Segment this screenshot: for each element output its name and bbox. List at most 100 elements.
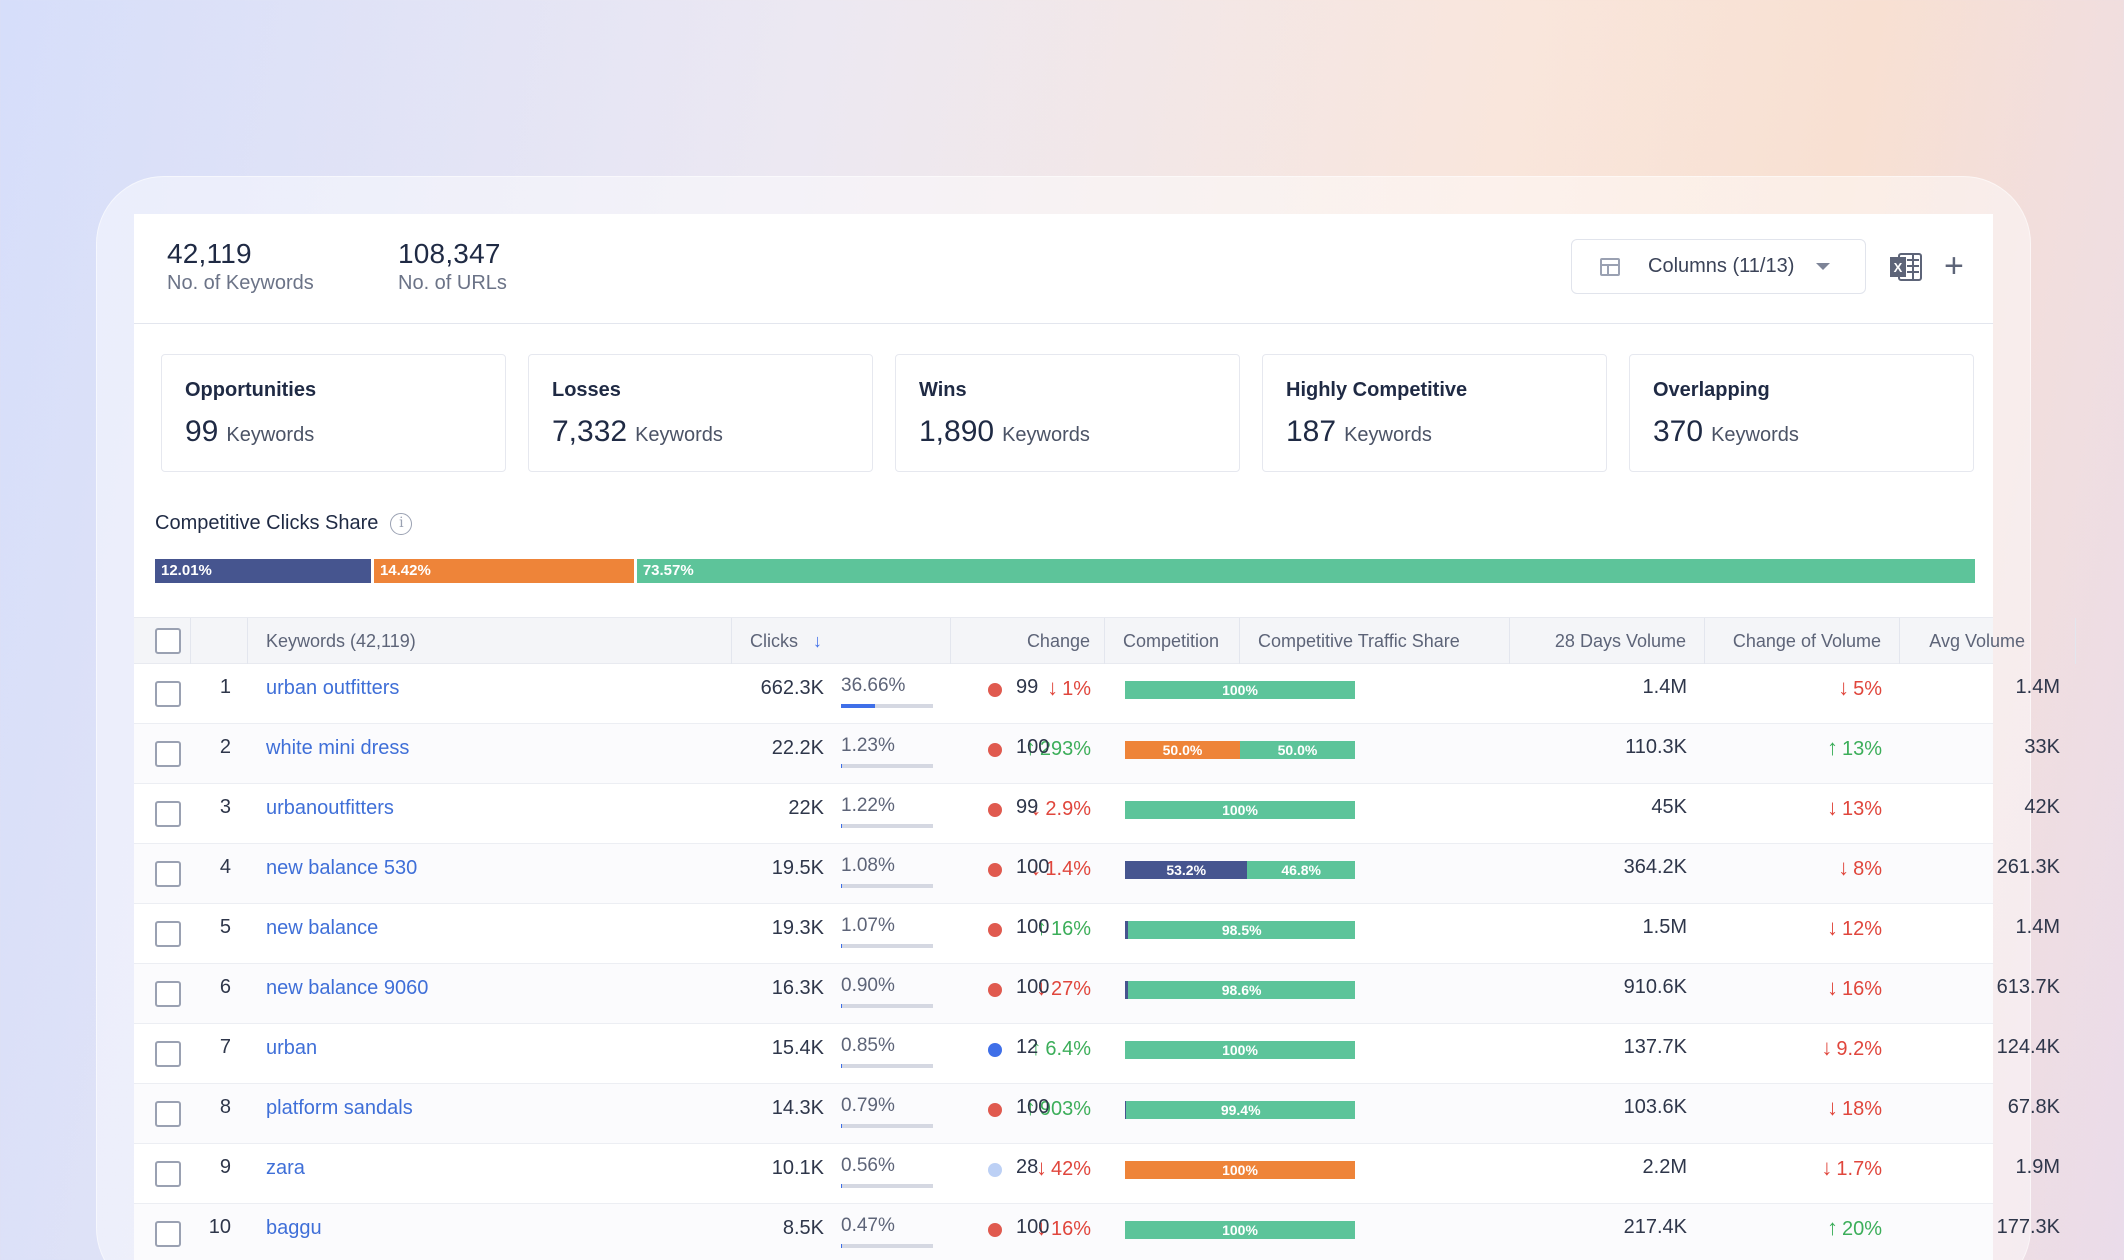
- clicks-value: 22.2K: [771, 737, 824, 759]
- card-losses[interactable]: Losses 7,332 Keywords: [528, 354, 873, 472]
- sort-down-icon[interactable]: ↓: [813, 631, 823, 651]
- row-index: 9: [219, 1156, 231, 1178]
- arrow-down-icon: ↓: [1838, 855, 1850, 880]
- keyword-link[interactable]: baggu: [266, 1217, 322, 1239]
- header-avg-volume[interactable]: Avg Volume: [1900, 618, 2076, 664]
- row-checkbox[interactable]: [155, 1041, 181, 1067]
- summary-bar: 42,119 No. of Keywords 108,347 No. of UR…: [134, 214, 1993, 324]
- change-volume-value: 12%: [1841, 918, 1882, 940]
- row-checkbox[interactable]: [155, 921, 181, 947]
- keyword-link[interactable]: white mini dress: [266, 737, 410, 759]
- clicks-share-percent: 1.08%: [841, 855, 895, 876]
- traffic-share-bar: 100%: [1125, 801, 1355, 819]
- change-volume-value: 1.7%: [1836, 1158, 1882, 1180]
- row-checkbox[interactable]: [155, 861, 181, 887]
- arrow-down-icon: ↓: [1826, 975, 1838, 1000]
- keyword-link[interactable]: new balance 9060: [266, 977, 429, 999]
- change-value: 293%: [1039, 738, 1091, 760]
- row-checkbox[interactable]: [155, 981, 181, 1007]
- row-checkbox[interactable]: [155, 1221, 181, 1247]
- header-keywords[interactable]: Keywords (42,119): [248, 618, 732, 664]
- keyword-link[interactable]: urbanoutfitters: [266, 797, 394, 819]
- change-volume-value: 20%: [1841, 1218, 1882, 1240]
- clicks-share-minibar: [841, 1124, 933, 1128]
- change-volume-cell: ↓ 16%: [1705, 964, 1882, 1024]
- row-checkbox[interactable]: [155, 681, 181, 707]
- traffic-share-segment: 50.0%: [1125, 741, 1240, 759]
- competition-dot-icon: [988, 1103, 1002, 1117]
- header-change-of-volume[interactable]: Change of Volume: [1705, 618, 1900, 664]
- card-unit: Keywords: [226, 424, 315, 446]
- table-row[interactable]: 9 zara 10.1K 0.56% ↓ 42% 28 100% 2.2M ↓ 1.7% 1.9M: [134, 1144, 2060, 1204]
- table-row[interactable]: 10 baggu 8.5K 0.47% ↓ 16% 100 100% 217.4K ↑ 20% 177…: [134, 1204, 2060, 1260]
- keyword-link[interactable]: platform sandals: [266, 1097, 413, 1119]
- clicks-value: 8.5K: [782, 1217, 824, 1239]
- keyword-link[interactable]: new balance: [266, 917, 379, 939]
- keyword-link[interactable]: urban: [266, 1037, 318, 1059]
- table-row[interactable]: 4 new balance 530 19.5K 1.08% ↓ 1.4% 100 53.2% 4…: [134, 844, 2060, 904]
- change-cell: ↓ 1.4%: [951, 844, 1091, 904]
- arrow-up-icon: ↑: [1826, 1215, 1838, 1240]
- competition-dot-icon: [988, 923, 1002, 937]
- header-competition[interactable]: Competition: [1105, 618, 1240, 664]
- volume-28-value: 103.6K: [1623, 1096, 1687, 1118]
- table-row[interactable]: 1 urban outfitters 662.3K 36.66% ↓ 1% 99 100% 1.…: [134, 664, 2060, 724]
- card-overlapping[interactable]: Overlapping 370 Keywords: [1629, 354, 1974, 472]
- change-cell: ↓ 16%: [951, 1204, 1091, 1260]
- share-segment: 73.57%: [636, 559, 1978, 583]
- card-wins[interactable]: Wins 1,890 Keywords: [895, 354, 1240, 472]
- avg-volume-value: 33K: [2024, 736, 2060, 758]
- change-cell: ↓ 2.9%: [951, 784, 1091, 844]
- avg-volume-value: 1.4M: [2015, 676, 2060, 698]
- volume-28-value: 1.4M: [1642, 676, 1687, 698]
- row-checkbox[interactable]: [155, 741, 181, 767]
- row-checkbox[interactable]: [155, 1101, 181, 1127]
- traffic-share-segment: 100%: [1125, 801, 1355, 819]
- traffic-share-segment: 50.0%: [1240, 741, 1355, 759]
- volume-28-value: 137.7K: [1623, 1036, 1687, 1058]
- clicks-value: 662.3K: [760, 677, 824, 699]
- keyword-link[interactable]: new balance 530: [266, 857, 418, 879]
- arrow-up-icon: ↑: [1035, 915, 1047, 940]
- table-row[interactable]: 7 urban 15.4K 0.85% ↑ 6.4% 12 100% 137.7K ↓ 9.2% 12…: [134, 1024, 2060, 1084]
- row-index: 5: [219, 916, 231, 938]
- change-cell: ↑ 16%: [951, 904, 1091, 964]
- volume-28-value: 45K: [1651, 796, 1687, 818]
- card-title: Overlapping: [1653, 379, 1770, 401]
- change-cell: ↑ 293%: [951, 724, 1091, 784]
- table-row[interactable]: 2 white mini dress 22.2K 1.23% ↑ 293% 100 50.0%…: [134, 724, 2060, 784]
- table-row[interactable]: 8 platform sandals 14.3K 0.79% ↑ 903% 100 99.4%…: [134, 1084, 2060, 1144]
- add-icon[interactable]: +: [1944, 247, 1964, 285]
- header-change[interactable]: Change: [951, 618, 1105, 664]
- excel-export-icon[interactable]: X: [1889, 251, 1923, 283]
- table-row[interactable]: 3 urbanoutfitters 22K 1.22% ↓ 2.9% 99 100% 45K ↓ 1…: [134, 784, 2060, 844]
- info-icon[interactable]: i: [390, 512, 413, 535]
- svg-text:X: X: [1894, 260, 1903, 275]
- change-volume-value: 13%: [1841, 738, 1882, 760]
- row-checkbox[interactable]: [155, 801, 181, 827]
- competition-dot-icon: [988, 1223, 1002, 1237]
- card-opportunities[interactable]: Opportunities 99 Keywords: [161, 354, 506, 472]
- change-value: 42%: [1050, 1158, 1091, 1180]
- traffic-share-bar: 100%: [1125, 1221, 1355, 1239]
- header-28-days-volume[interactable]: 28 Days Volume: [1510, 618, 1705, 664]
- change-value: 1%: [1062, 678, 1091, 700]
- arrow-down-icon: ↓: [1821, 1035, 1833, 1060]
- card-highly-competitive[interactable]: Highly Competitive 187 Keywords: [1262, 354, 1607, 472]
- keyword-link[interactable]: urban outfitters: [266, 677, 400, 699]
- minibar-fill: [841, 1124, 842, 1128]
- avg-volume-value: 177.3K: [1996, 1216, 2060, 1238]
- columns-dropdown[interactable]: Columns (11/13): [1571, 239, 1866, 294]
- table-row[interactable]: 6 new balance 9060 16.3K 0.90% ↓ 27% 100 98.6% 9…: [134, 964, 2060, 1024]
- keyword-link[interactable]: zara: [266, 1157, 305, 1179]
- competition-dot-icon: [988, 743, 1002, 757]
- arrow-up-icon: ↑: [1826, 735, 1838, 760]
- arrow-up-icon: ↑: [1030, 1035, 1042, 1060]
- arrow-down-icon: ↓: [1035, 1215, 1047, 1240]
- header-traffic-share[interactable]: Competitive Traffic Share: [1240, 618, 1510, 664]
- traffic-share-segment: 98.5%: [1128, 921, 1355, 939]
- table-row[interactable]: 5 new balance 19.3K 1.07% ↑ 16% 100 98.5% 1.5M ↓ 1…: [134, 904, 2060, 964]
- select-all-checkbox[interactable]: [155, 628, 181, 654]
- row-checkbox[interactable]: [155, 1161, 181, 1187]
- header-clicks[interactable]: Clicks ↓: [732, 618, 951, 664]
